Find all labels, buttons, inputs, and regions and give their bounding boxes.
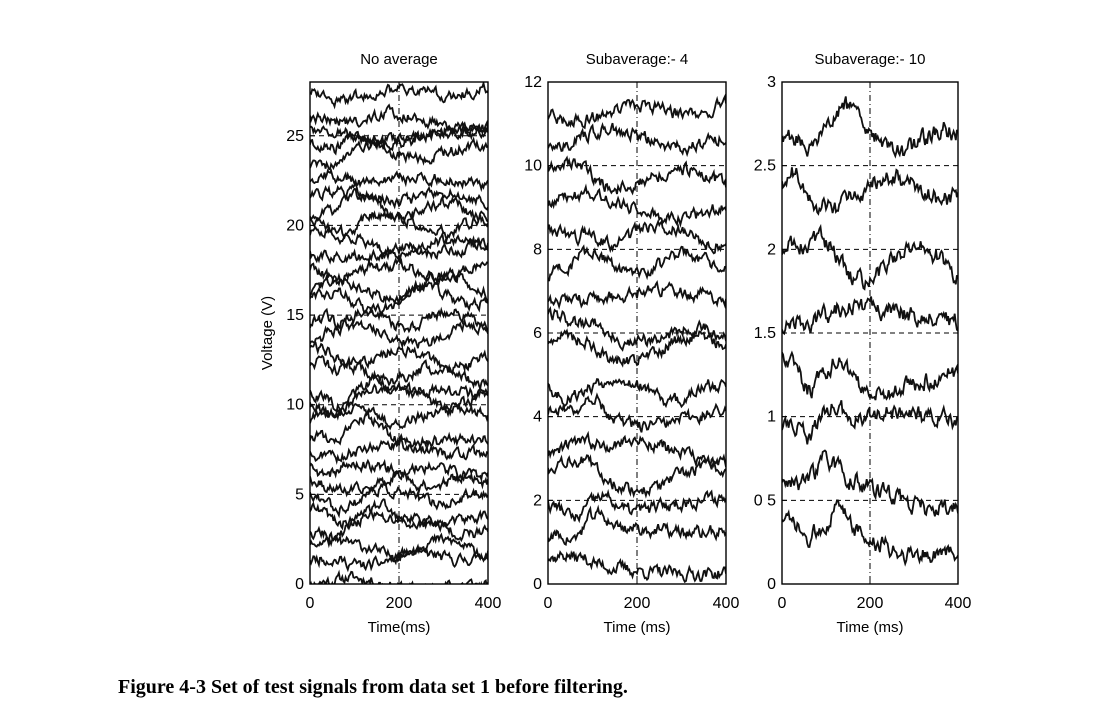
signal-trace <box>782 499 958 567</box>
signal-trace <box>310 317 488 350</box>
y-tick-label: 2 <box>533 492 542 509</box>
x-tick-label: 200 <box>857 595 884 612</box>
y-tick-label: 8 <box>533 241 542 258</box>
signal-trace <box>310 408 488 450</box>
signal-trace <box>310 121 488 149</box>
signal-trace <box>548 93 726 130</box>
signal-trace <box>548 328 726 368</box>
y-tick-label: 2.5 <box>754 158 776 175</box>
signal-trace <box>310 501 488 543</box>
y-tick-label: 10 <box>286 397 304 414</box>
signal-trace <box>310 188 488 228</box>
signal-trace <box>310 458 488 495</box>
signal-trace <box>548 454 726 499</box>
x-axis-label: Time (ms) <box>604 619 671 636</box>
signal-trace <box>310 373 488 413</box>
y-tick-label: 2 <box>767 241 776 258</box>
chart-panel-2: 0 200 400 0 2 4 6 8 10 12 Subaverage:- 4 Time (ms) <box>524 51 739 636</box>
signal-trace <box>548 549 726 584</box>
x-tick-label: 400 <box>945 595 972 612</box>
signal-trace <box>310 103 488 141</box>
signal-trace <box>548 122 726 158</box>
signal-trace <box>310 281 488 318</box>
y-tick-label: 0 <box>295 576 304 593</box>
x-tick-label: 400 <box>713 595 740 612</box>
chart-title: No average <box>360 51 438 68</box>
signal-trace <box>548 219 726 255</box>
y-tick-label: 0 <box>767 576 776 593</box>
y-tick-label: 10 <box>524 158 542 175</box>
y-tick-label: 20 <box>286 217 304 234</box>
signal-trace <box>310 498 488 543</box>
signal-trace <box>548 504 726 547</box>
signal-trace <box>548 244 726 282</box>
y-tick-label: 1 <box>767 409 776 426</box>
x-tick-label: 0 <box>306 595 315 612</box>
signal-trace <box>548 430 726 470</box>
signal-trace <box>310 82 488 110</box>
signal-trace <box>310 340 488 376</box>
trace-group <box>782 96 958 567</box>
signal-trace <box>310 479 488 519</box>
signal-trace <box>310 168 488 193</box>
signal-trace <box>548 280 726 310</box>
x-tick-label: 200 <box>624 595 651 612</box>
trace-group <box>310 82 488 584</box>
signal-trace <box>782 167 958 216</box>
signal-trace <box>782 96 958 159</box>
signal-trace <box>548 155 726 196</box>
chart-title: Subaverage:- 4 <box>586 51 689 68</box>
signal-trace <box>310 569 488 584</box>
y-tick-label: 1.5 <box>754 325 776 342</box>
chart-panel-3: 0 200 400 0 0 5 1 1.5 2 2.5 3 Subaverage:- 10 Time … <box>754 51 972 636</box>
signal-trace <box>310 182 488 211</box>
y-tick-label: 15 <box>286 307 304 324</box>
signal-trace <box>310 223 488 263</box>
signal-trace <box>310 305 488 335</box>
trace-group <box>548 93 726 584</box>
signal-trace <box>310 208 488 246</box>
signal-trace <box>548 305 726 352</box>
signal-trace <box>782 400 958 445</box>
signal-trace <box>782 296 958 336</box>
signal-trace <box>310 380 488 421</box>
y-tick-label: 4 <box>533 409 542 426</box>
signal-trace <box>548 183 726 229</box>
x-tick-label: 400 <box>475 595 502 612</box>
signal-trace <box>548 392 726 433</box>
x-tick-label: 0 <box>544 595 553 612</box>
y-tick-label: 3 <box>767 74 776 91</box>
x-tick-label: 200 <box>386 595 413 612</box>
x-axis-label: Time (ms) <box>837 619 904 636</box>
signal-trace <box>782 223 958 291</box>
y-axis-label: Voltage (V) <box>259 296 276 370</box>
chart-title: Subaverage:- 10 <box>815 51 926 68</box>
y-tick-label: 0 <box>533 576 542 593</box>
x-tick-label: 0 <box>778 595 787 612</box>
signal-trace <box>310 354 488 392</box>
signal-trace <box>782 350 958 401</box>
figure-caption: Figure 4-3 Set of test signals from data… <box>118 676 628 698</box>
y-tick-label: 12 <box>524 74 542 91</box>
signal-trace <box>310 119 488 156</box>
y-tick-label: 6 <box>533 325 542 342</box>
y-tick-label: 0 5 <box>754 492 776 509</box>
signal-trace <box>310 256 488 287</box>
signal-trace <box>548 378 726 409</box>
signal-trace <box>310 532 488 566</box>
signal-trace <box>782 449 958 517</box>
y-tick-label: 25 <box>286 128 304 145</box>
chart-panel-1: 0 200 400 0 5 10 15 20 25 No average Time(ms) Volta… <box>259 51 501 636</box>
signal-trace <box>548 488 726 524</box>
y-tick-label: 5 <box>295 486 304 503</box>
x-axis-label: Time(ms) <box>368 619 431 636</box>
signal-trace <box>310 134 488 171</box>
